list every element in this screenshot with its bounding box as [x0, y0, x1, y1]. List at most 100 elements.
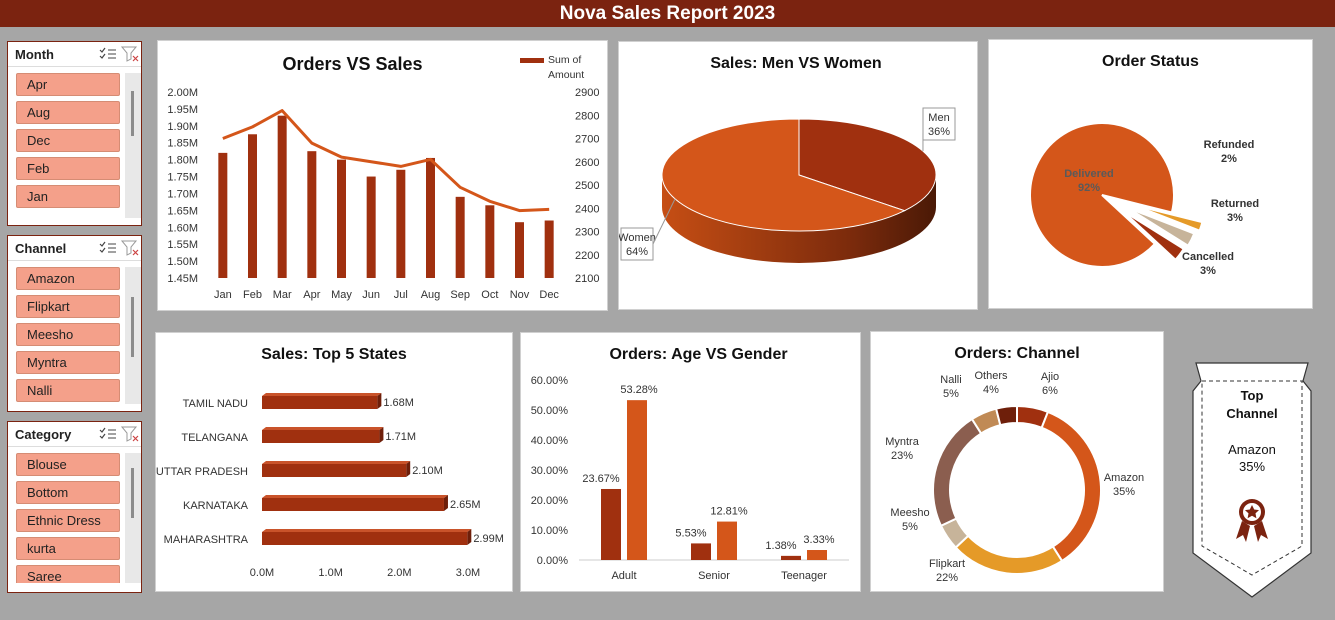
slicer-item[interactable]: Feb	[16, 157, 120, 180]
top-states-panel: Sales: Top 5 States TAMIL NADU 1.68M TELAN…	[155, 332, 513, 592]
clear-filter-icon[interactable]	[119, 45, 141, 63]
y-tick-label: 1.70M	[167, 188, 198, 200]
chart-title: Sales: Men VS Women	[710, 55, 882, 72]
slicer-item[interactable]: Dec	[16, 129, 120, 152]
bar-side	[406, 461, 411, 477]
multi-select-icon[interactable]	[97, 239, 119, 257]
bar	[218, 152, 228, 278]
slicer-item[interactable]: Saree	[16, 565, 120, 583]
data-label-value: 22%	[936, 572, 958, 584]
chart-title: Orders: Channel	[954, 345, 1080, 362]
slicer-item[interactable]: Flipkart	[16, 295, 120, 318]
data-label-value: 3%	[1227, 212, 1243, 224]
clear-filter-icon[interactable]	[119, 239, 141, 257]
data-label: 5.53%	[675, 527, 706, 539]
slicer-item[interactable]: Amazon	[16, 267, 120, 290]
data-label-name: Women	[619, 232, 656, 244]
slicer-scrollbar[interactable]	[125, 453, 141, 583]
x-tick-label: 3.0M	[456, 567, 480, 579]
data-label-value: 6%	[1042, 385, 1058, 397]
data-label-name: Cancelled	[1182, 251, 1234, 263]
data-label: 1.68M	[383, 397, 414, 409]
y2-tick-label: 2200	[575, 250, 599, 262]
data-label-name: Nalli	[940, 374, 961, 386]
bar	[262, 532, 468, 545]
x-tick-label: Dec	[539, 289, 559, 301]
clear-filter-icon[interactable]	[119, 425, 141, 443]
bar	[262, 396, 378, 409]
bar	[426, 157, 435, 278]
slicer-item[interactable]: Ethnic Dress	[16, 509, 120, 532]
report-title: Nova Sales Report 2023	[0, 0, 1335, 27]
bar	[627, 400, 647, 560]
top-channel-share: 35%	[1239, 459, 1265, 474]
donut-slice	[1040, 410, 1102, 563]
data-label: 1.71M	[385, 431, 416, 443]
x-tick-label: 0.0M	[250, 567, 274, 579]
data-label-name: Refunded	[1204, 139, 1255, 151]
y-tick-label: 10.00%	[531, 525, 569, 537]
donut-slice	[954, 534, 1064, 575]
orders-vs-sales-panel: Orders VS Sales 2.00M 1.95M 1.90M 1.85M 1.80…	[157, 40, 608, 311]
slicer-item[interactable]: Nalli	[16, 379, 120, 402]
top-channel-heading: Channel	[1226, 406, 1277, 421]
bar	[262, 464, 407, 477]
slicer-item[interactable]: Jan	[16, 185, 120, 208]
bar	[717, 521, 737, 560]
y-tick-label: UTTAR PRADESH	[156, 466, 248, 478]
y-tick-label: 1.45M	[167, 273, 198, 285]
bar	[396, 169, 406, 278]
slicer-item[interactable]: Myntra	[16, 351, 120, 374]
data-label-value: 64%	[626, 246, 648, 258]
x-tick-label: Adult	[611, 570, 636, 582]
top-channel-banner: Top Channel Amazon 35%	[1192, 362, 1312, 598]
data-label-value: 35%	[1113, 486, 1135, 498]
pie-slice	[1126, 206, 1196, 248]
y2-tick-label: 2700	[575, 134, 599, 146]
bar-top	[262, 393, 382, 396]
slicer-title: Channel	[15, 240, 67, 256]
y-tick-label: 1.75M	[167, 172, 198, 184]
series-line	[222, 109, 550, 213]
bar	[601, 488, 621, 560]
legend-label-line: Sum of	[548, 54, 581, 66]
x-tick-label: Apr	[303, 289, 320, 301]
multi-select-icon[interactable]	[97, 425, 119, 443]
data-label-value: 36%	[928, 126, 950, 138]
channel-donut-chart: Ajio 6% Amazon 35% Flipkart 22% Meesho 5% Myntra…	[885, 370, 1144, 584]
pie-slice	[1121, 209, 1186, 262]
slicer-item[interactable]: kurta	[16, 537, 120, 560]
chart-title: Orders VS Sales	[282, 54, 423, 74]
bar	[515, 222, 524, 278]
slicer-scrollbar[interactable]	[125, 73, 141, 218]
bar	[277, 115, 287, 278]
slicer-item[interactable]: Blouse	[16, 453, 120, 476]
y2-tick-label: 2800	[575, 110, 599, 122]
slicer-item[interactable]: Aug	[16, 101, 120, 124]
data-label-name: Delivered	[1064, 168, 1114, 180]
y2-tick-label: 2100	[575, 273, 599, 285]
legend-swatch	[520, 58, 544, 63]
chart-title: Order Status	[1102, 53, 1199, 70]
slicer-scrollbar[interactable]	[125, 267, 141, 404]
bar	[248, 134, 257, 278]
men-vs-women-panel: Sales: Men VS Women Men 36% Women 64%	[618, 41, 978, 310]
chart-title: Sales: Top 5 States	[261, 346, 407, 363]
slicer-item[interactable]: Meesho	[16, 323, 120, 346]
y-tick-label: MAHARASHTRA	[164, 534, 249, 546]
top-channel-heading: Top	[1241, 388, 1264, 403]
y-tick-label: 1.95M	[167, 104, 198, 116]
data-label-name: Myntra	[885, 436, 920, 448]
bar	[807, 550, 827, 560]
x-tick-label: Mar	[273, 289, 292, 301]
pie-side	[662, 175, 936, 263]
slicer-item[interactable]: Bottom	[16, 481, 120, 504]
data-label-value: 3%	[1200, 265, 1216, 277]
y-tick-label: 2.00M	[167, 87, 198, 99]
slicer-item[interactable]: Apr	[16, 73, 120, 96]
donut-slice	[994, 404, 1018, 427]
x-tick-label: Teenager	[781, 570, 827, 582]
multi-select-icon[interactable]	[97, 45, 119, 63]
pie-slice	[1029, 122, 1175, 268]
order-status-panel: Order Status Delivered 92% Refunded 2% Retur…	[988, 39, 1313, 309]
